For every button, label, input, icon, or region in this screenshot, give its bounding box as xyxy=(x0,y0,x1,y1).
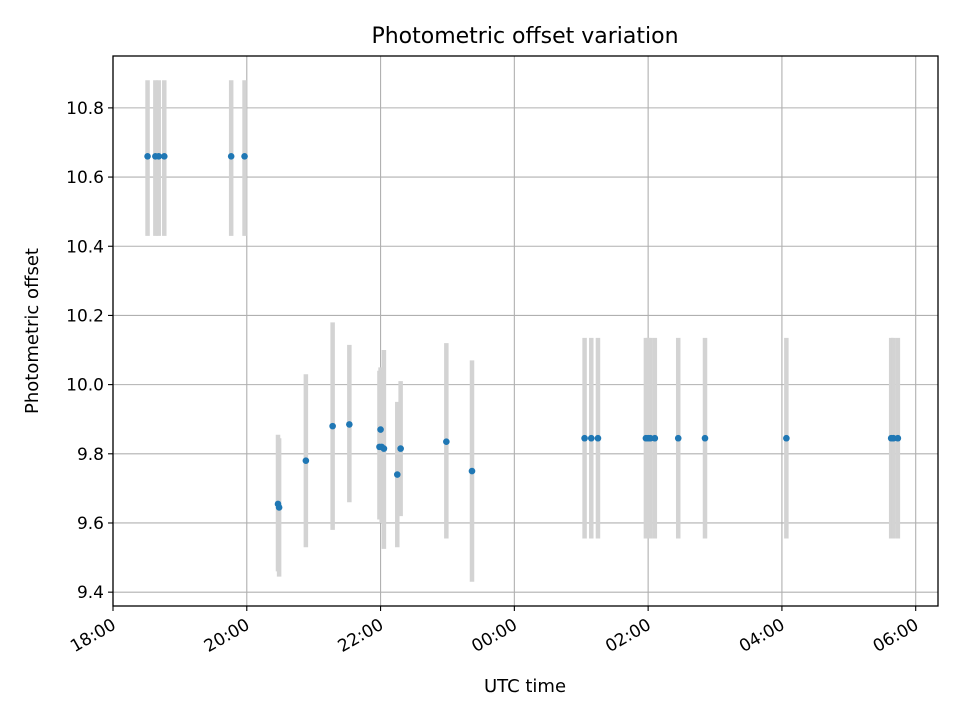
data-point xyxy=(581,434,588,442)
data-point xyxy=(380,445,388,452)
data-point xyxy=(674,434,682,442)
data-point xyxy=(783,434,790,442)
y-tick-label: 9.4 xyxy=(77,583,104,603)
x-axis-label: UTC time xyxy=(484,676,566,697)
y-tick-label: 10.2 xyxy=(66,306,104,326)
plot-frame xyxy=(112,55,939,607)
y-tick-label: 9.8 xyxy=(77,445,104,465)
y-tick-label: 10.8 xyxy=(66,99,104,119)
y-tick-label: 10.6 xyxy=(66,168,104,188)
data-point xyxy=(894,434,902,442)
data-point xyxy=(397,445,404,452)
data-point xyxy=(160,153,168,160)
y-axis-label: Photometric offset xyxy=(22,248,43,414)
data-points xyxy=(144,153,902,511)
data-point xyxy=(468,467,476,475)
data-point xyxy=(346,421,353,428)
data-point xyxy=(241,153,248,160)
y-tick-label: 10.0 xyxy=(66,376,104,396)
data-point xyxy=(443,438,450,445)
y-tick-label: 10.4 xyxy=(66,237,104,257)
data-point xyxy=(701,434,709,442)
data-point xyxy=(227,153,235,160)
data-point xyxy=(587,434,595,442)
grid xyxy=(112,56,938,606)
data-point xyxy=(393,471,401,478)
data-point xyxy=(155,153,163,160)
data-point xyxy=(275,504,283,511)
data-point xyxy=(594,434,602,442)
y-axis: 9.4 9.6 9.8 10.0 10.2 10.4 10.6 10.8 xyxy=(66,99,113,603)
data-point xyxy=(302,457,310,465)
data-point xyxy=(329,422,336,430)
chart-title: Photometric offset variation xyxy=(371,24,678,49)
data-point xyxy=(144,153,151,160)
data-point xyxy=(377,426,384,433)
y-tick-label: 9.6 xyxy=(77,514,104,534)
data-point xyxy=(651,434,659,442)
